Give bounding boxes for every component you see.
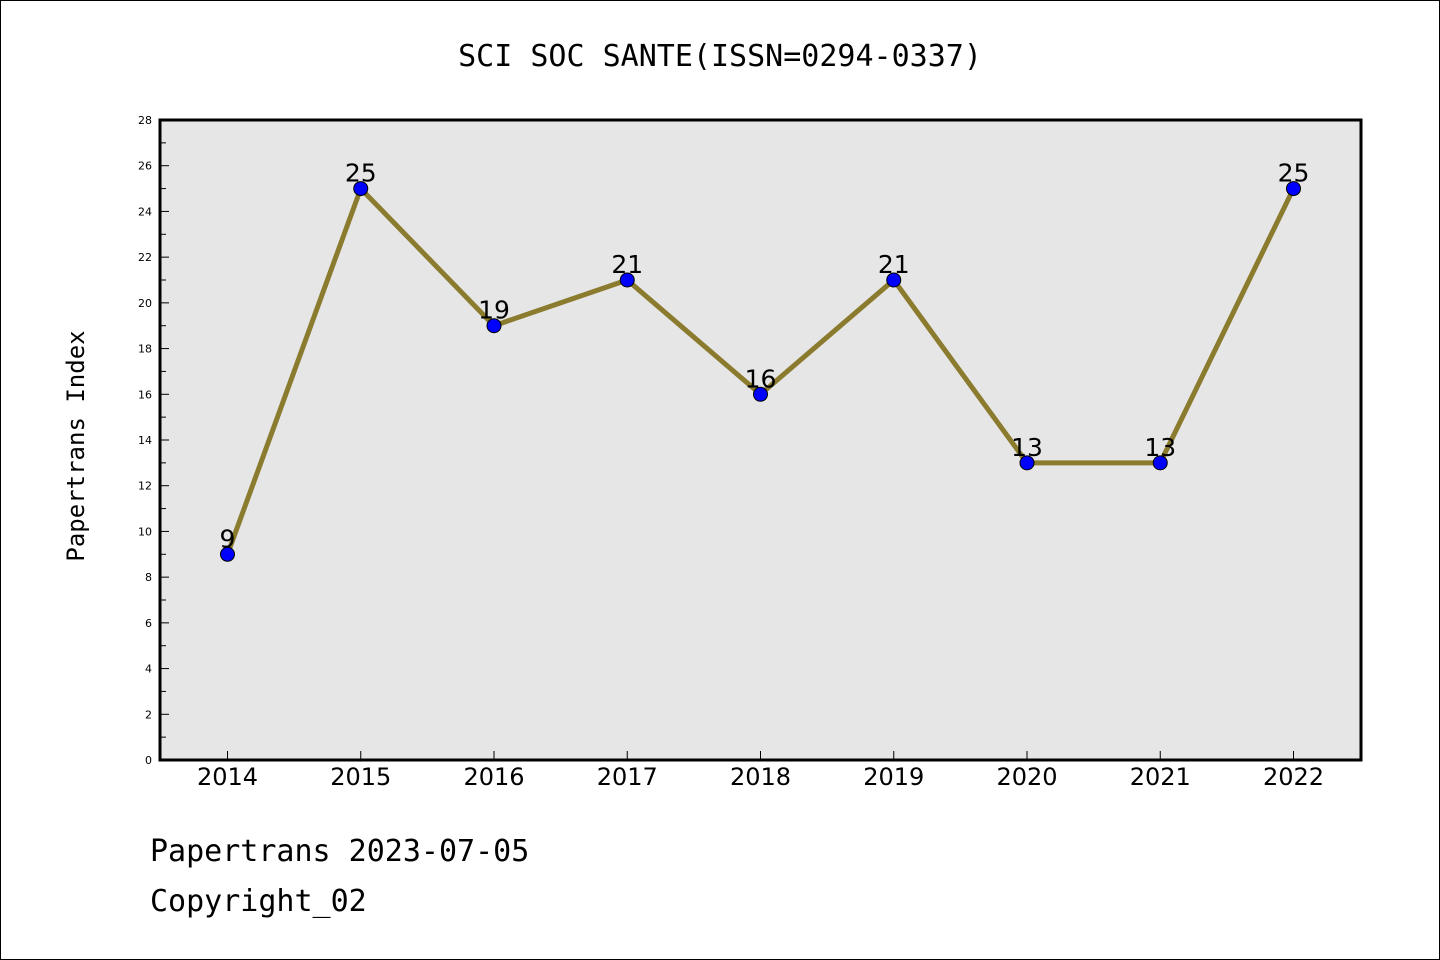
y-tick-label: 2 [145,708,152,721]
data-markers [220,181,1301,562]
y-tick-label: 4 [145,663,152,676]
data-label: 13 [1144,433,1176,462]
x-tick-label: 2017 [597,763,658,791]
data-point [486,318,502,334]
y-tick-label: 18 [138,343,152,356]
data-point [353,181,369,197]
data-label: 25 [345,159,377,188]
data-point [886,272,902,288]
y-tick-label: 6 [145,617,152,630]
data-label: 25 [1278,159,1310,188]
y-tick-label: 20 [138,297,152,310]
footer-copyright: Copyright_02 [150,884,367,919]
data-label: 21 [878,250,910,279]
y-tick-label: 14 [138,434,152,447]
y-axis-label: Papertrans Index [62,330,90,561]
data-label: 9 [220,524,236,553]
y-tick-label: 16 [138,388,152,401]
y-tick-label: 0 [145,754,152,767]
y-tick-label: 10 [138,525,152,538]
x-tick-label: 2022 [1263,763,1324,791]
data-point [1286,181,1301,197]
x-tick-label: 2018 [730,763,791,791]
y-tick-label: 12 [138,480,152,493]
plot-area [158,118,1363,762]
x-tick-label: 2015 [330,763,391,791]
x-tick-label: 2020 [996,763,1057,791]
data-point [220,546,235,562]
y-tick-label: 28 [138,114,152,127]
data-label: 19 [478,296,510,325]
chart-title: SCI SOC SANTE(ISSN=0294-0337) [458,39,982,74]
data-point [1152,455,1168,471]
x-tick-label: 2021 [1130,763,1191,791]
data-label: 21 [611,250,643,279]
y-tick-label: 24 [138,205,152,218]
x-tick-label: 2014 [197,763,258,791]
data-label: 16 [745,364,777,393]
y-tick-label: 22 [138,251,152,264]
x-tick-label: 2019 [863,763,924,791]
y-tick-label: 8 [145,571,152,584]
data-point [1019,455,1035,471]
x-tick-label: 2016 [463,763,524,791]
data-point [753,386,768,402]
data-labels: 9 25 19 21 16 21 13 13 25 [220,159,1310,554]
data-label: 13 [1011,433,1043,462]
x-axis-ticks: 2014 2015 2016 2017 2018 2019 2020 2021 2022 [197,751,1324,791]
footer-date-line: Papertrans 2023-07-05 [150,834,530,869]
y-tick-label: 26 [138,160,152,173]
data-point [619,272,635,288]
